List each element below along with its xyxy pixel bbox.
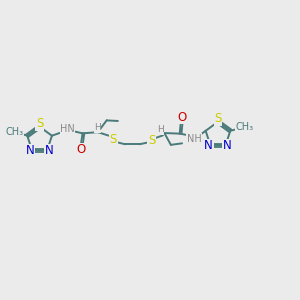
Text: N: N <box>204 140 213 152</box>
Text: S: S <box>110 133 117 146</box>
Text: HN: HN <box>60 124 75 134</box>
Text: S: S <box>36 117 43 130</box>
Text: N: N <box>26 144 34 157</box>
Text: H: H <box>157 125 164 134</box>
Text: CH₃: CH₃ <box>5 127 24 136</box>
Text: N: N <box>45 144 53 157</box>
Text: NH: NH <box>187 134 202 144</box>
Text: S: S <box>148 134 155 147</box>
Text: CH₃: CH₃ <box>236 122 254 132</box>
Text: S: S <box>214 112 222 125</box>
Text: H: H <box>94 123 101 132</box>
Text: N: N <box>223 140 232 152</box>
Text: O: O <box>177 111 187 124</box>
Text: O: O <box>76 143 86 156</box>
